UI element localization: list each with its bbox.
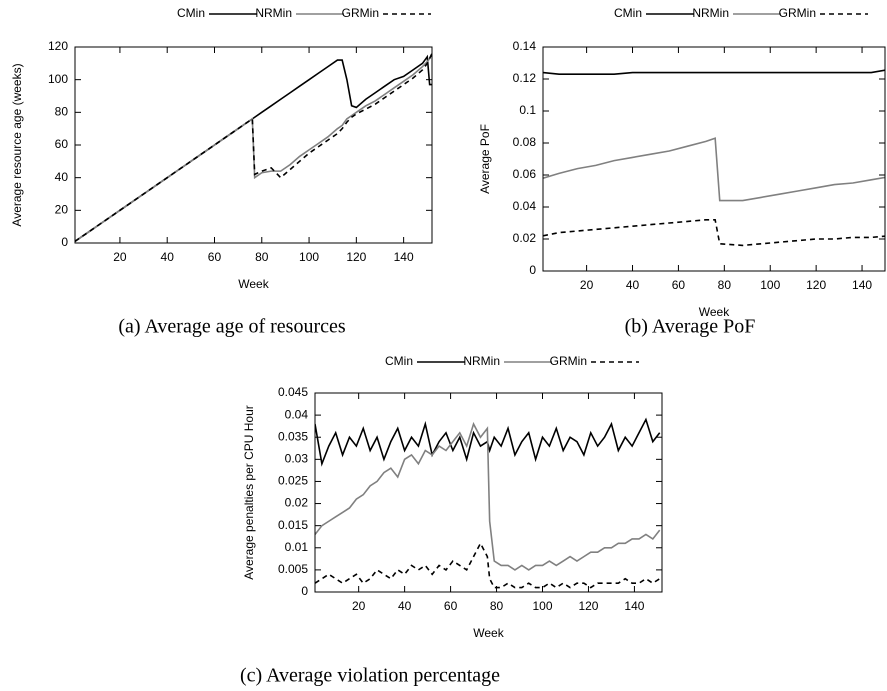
legend-label: NRMin — [255, 6, 292, 20]
y-tick-label: 0.1 — [519, 103, 536, 117]
x-tick-label: 80 — [490, 599, 504, 613]
series-line — [543, 137, 885, 202]
y-tick-label: 0.12 — [513, 71, 537, 85]
y-tick-label: 0.08 — [513, 135, 537, 149]
x-tick-label: 140 — [852, 278, 872, 292]
y-tick-label: 0.04 — [513, 199, 537, 213]
x-tick-label: 20 — [580, 278, 594, 292]
x-tick-label: 80 — [255, 250, 269, 264]
y-tick-label: 0.005 — [278, 562, 308, 576]
series-line — [543, 219, 885, 247]
legend-label: GRMin — [779, 6, 816, 20]
y-tick-label: 0.06 — [513, 167, 537, 181]
series-line — [75, 53, 432, 243]
x-tick-label: 120 — [578, 599, 598, 613]
y-tick-label: 40 — [55, 170, 69, 184]
x-tick-label: 40 — [626, 278, 640, 292]
caption: (c) Average violation percentage — [240, 665, 500, 687]
y-axis-label: Average PoF — [478, 124, 492, 194]
y-axis-label: Average penalties per CPU Hour — [242, 405, 256, 580]
x-tick-label: 20 — [352, 599, 366, 613]
y-tick-label: 0 — [529, 263, 536, 277]
x-tick-label: 100 — [760, 278, 780, 292]
series-line — [543, 69, 885, 75]
x-tick-label: 60 — [444, 599, 458, 613]
legend-label: GRMin — [342, 6, 379, 20]
x-tick-label: 120 — [806, 278, 826, 292]
x-axis-label: Week — [699, 305, 730, 319]
legend-label: CMin — [614, 6, 642, 20]
y-tick-label: 0.045 — [278, 385, 308, 399]
legend-label: CMin — [385, 354, 413, 368]
series-line — [75, 53, 432, 243]
x-axis-label: Week — [473, 626, 504, 640]
series-line — [315, 421, 661, 571]
x-tick-label: 140 — [394, 250, 414, 264]
plot-frame — [74, 46, 433, 244]
x-tick-label: 40 — [161, 250, 175, 264]
plot-frame — [542, 46, 886, 272]
x-tick-label: 100 — [299, 250, 319, 264]
y-tick-label: 0.025 — [278, 474, 308, 488]
x-tick-label: 100 — [532, 599, 552, 613]
y-axis-label: Average resource age (weeks) — [10, 63, 24, 226]
y-tick-label: 0.02 — [285, 496, 309, 510]
y-tick-label: 60 — [55, 137, 69, 151]
y-tick-label: 0.03 — [285, 452, 309, 466]
caption: (b) Average PoF — [625, 316, 756, 338]
y-tick-label: 100 — [48, 72, 68, 86]
y-tick-label: 120 — [48, 39, 68, 53]
y-tick-label: 0.02 — [513, 231, 537, 245]
legend-label: CMin — [177, 6, 205, 20]
legend-label: GRMin — [550, 354, 587, 368]
plot-frame — [314, 392, 663, 593]
y-tick-label: 0 — [301, 584, 308, 598]
x-tick-label: 60 — [672, 278, 686, 292]
x-tick-label: 40 — [398, 599, 412, 613]
x-tick-label: 80 — [718, 278, 732, 292]
x-tick-label: 20 — [113, 250, 127, 264]
y-tick-label: 20 — [55, 203, 69, 217]
legend-label: NRMin — [463, 354, 500, 368]
series-line — [315, 541, 661, 589]
y-tick-label: 80 — [55, 105, 69, 119]
y-tick-label: 0.04 — [285, 407, 309, 421]
x-tick-label: 140 — [624, 599, 644, 613]
y-tick-label: 0.015 — [278, 518, 308, 532]
x-axis-label: Week — [238, 277, 269, 291]
caption: (a) Average age of resources — [118, 316, 345, 338]
y-tick-label: 0.01 — [285, 540, 309, 554]
y-tick-label: 0.14 — [513, 39, 537, 53]
y-tick-label: 0 — [61, 235, 68, 249]
x-tick-label: 120 — [346, 250, 366, 264]
y-tick-label: 0.035 — [278, 429, 308, 443]
legend-label: NRMin — [692, 6, 729, 20]
x-tick-label: 60 — [208, 250, 222, 264]
